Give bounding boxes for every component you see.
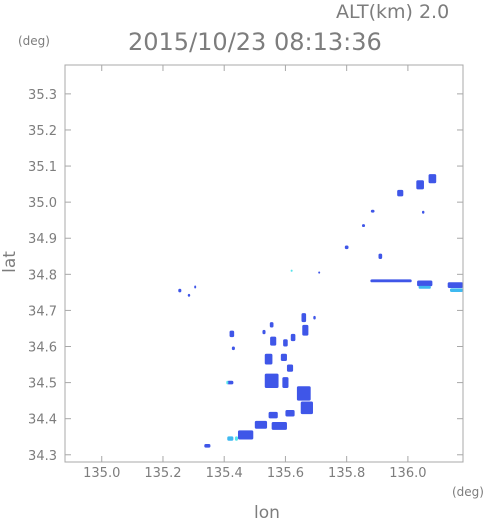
echo-point (370, 279, 412, 283)
x-tick-label: 135.2 (144, 466, 181, 481)
echo-point (301, 313, 307, 323)
y-tick-label: 34.8 (28, 268, 57, 283)
tick-layer: 135.0 135.2 135.4 135.6 135.8 136.0 34.3 34.4 34… (28, 65, 463, 481)
chart-title: 2015/10/23 08:13:36 (128, 28, 382, 56)
echo-point (313, 315, 316, 320)
echo-point (416, 180, 424, 190)
echo-point (421, 210, 425, 214)
echo-point (268, 411, 278, 419)
y-tick-label: 34.7 (28, 304, 57, 319)
echo-point (378, 253, 383, 259)
echo-point (178, 288, 182, 293)
echo-point (397, 189, 404, 197)
echo-point (290, 333, 296, 342)
x-tick-label: 136.0 (389, 466, 426, 481)
echo-point (262, 329, 266, 335)
echo-point (270, 336, 277, 346)
x-tick-label: 135.8 (328, 466, 365, 481)
echo-point (264, 353, 273, 365)
x-tick-label: 135.4 (206, 466, 243, 481)
x-axis-unit: (deg) (452, 485, 484, 499)
echo-point (237, 430, 254, 440)
y-tick-label: 34.5 (28, 377, 57, 392)
echo-point (447, 282, 463, 289)
y-tick-label: 35.3 (28, 88, 57, 103)
y-tick-label: 35.2 (28, 124, 57, 139)
echo-point (234, 436, 238, 441)
echo-point (370, 209, 375, 213)
echo-point (187, 293, 191, 297)
echo-layer (178, 174, 463, 448)
echo-point (271, 421, 287, 430)
y-tick-label: 35.1 (28, 160, 57, 175)
echo-point (229, 330, 235, 338)
echo-point (285, 410, 295, 417)
y-tick-label: 34.9 (28, 232, 57, 247)
y-axis-unit: (deg) (18, 34, 50, 48)
echo-point (300, 401, 313, 415)
echo-point (227, 380, 234, 385)
echo-point (231, 346, 235, 351)
chart-subtitle: ALT(km) 2.0 (336, 1, 449, 23)
x-tick-label: 135.6 (267, 466, 304, 481)
echo-point (318, 271, 321, 274)
echo-point (361, 224, 366, 228)
echo-point (290, 269, 293, 272)
echo-point (254, 420, 268, 429)
echo-point (428, 174, 437, 184)
y-tick-label: 34.4 (28, 413, 57, 428)
x-tick-label: 135.0 (83, 466, 120, 481)
echo-point (282, 377, 289, 389)
echo-point (449, 288, 463, 293)
y-axis-label: lat (0, 251, 20, 273)
plot-frame (64, 64, 464, 463)
y-tick-label: 35.0 (28, 196, 57, 211)
y-tick-label: 34.6 (28, 341, 57, 356)
echo-point (417, 280, 433, 287)
echo-point (264, 373, 279, 389)
x-axis-label: lon (254, 503, 280, 521)
echo-point (344, 245, 349, 250)
echo-point (286, 364, 294, 372)
echo-point (283, 339, 288, 347)
echo-point (227, 436, 234, 441)
echo-point (418, 285, 431, 289)
echo-point (204, 443, 211, 448)
y-tick-label: 34.3 (28, 449, 57, 464)
echo-point (296, 386, 311, 401)
echo-point (280, 353, 287, 361)
echo-point (269, 322, 274, 328)
echo-point (226, 380, 229, 385)
echo-point (302, 324, 309, 336)
echo-point (194, 285, 197, 289)
